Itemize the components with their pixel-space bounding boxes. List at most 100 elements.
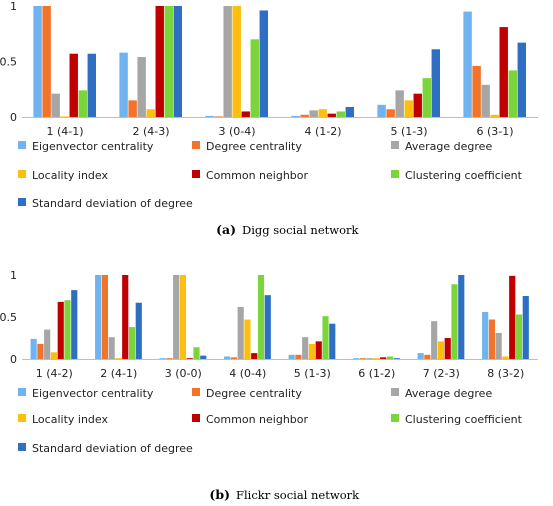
digg-category-label: 4 (1-2) [304,125,341,138]
flickr-bar-s5-c2 [122,275,129,359]
digg-bar-s2-c5 [386,109,395,117]
digg-legend-label-6: Clustering coefficient [405,169,523,182]
flickr-bar-s5-c4 [251,353,258,359]
digg-bar-s5-c6 [499,27,508,118]
digg-bar-s5-c4 [327,113,336,117]
flickr-bar-s4-c3 [179,275,187,359]
flickr-bar-s7-c2 [135,302,142,359]
flickr-bar-s2-c7 [424,354,431,359]
flickr-bar-s6-c8 [515,314,523,359]
digg-legend-label-3: Average degree [405,140,492,153]
caption-text-digg: Digg social network [242,223,360,237]
digg-bar-s3-c4 [309,110,318,117]
flickr-category-label: 1 (4-2) [36,367,73,380]
digg-category-label: 1 (4-1) [46,125,83,138]
flickr-bar-s6-c3 [193,347,200,359]
flickr-bar-s1-c2 [95,275,102,359]
flickr-bar-s7-c6 [393,358,400,359]
flickr-legend-label-2: Degree centrality [206,387,302,400]
digg-bar-s3-c2 [137,57,146,117]
flickr-bar-s4-c4 [244,319,251,359]
digg-bar-s2-c2 [128,100,137,117]
digg-bar-s2-c6 [472,65,481,117]
chart-flickr: (b) Flickr social network 0 0.5 1 1 (4-2) 2 … [0,269,538,502]
flickr-bar-s3-c4 [237,306,244,359]
digg-bar-s2-c3 [214,116,223,117]
flickr-bar-s6-c1 [64,300,71,359]
flickr-bar-s4-c6 [373,358,380,359]
flickr-bar-s3-c6 [366,358,373,359]
digg-bar-s7-c3 [259,10,268,117]
flickr-bar-s2-c2 [101,275,108,359]
digg-bar-s3-c1 [51,93,60,117]
flickr-legend-swatch-6 [391,414,399,422]
flickr-legend-label-5: Common neighbor [206,413,309,426]
flickr-legend-swatch-3 [391,388,399,396]
flickr-bar-s2-c6 [359,358,366,359]
flickr-bar-s1-c1 [30,338,37,359]
flickr-legend-swatch-7 [18,443,26,451]
digg-legend-swatch-7 [18,198,26,206]
digg-legend-label-1: Eigenvector centrality [32,140,154,153]
flickr-legend-swatch-2 [192,388,200,396]
flickr-bar-s1-c7 [417,353,424,359]
flickr-category-label: 7 (2-3) [423,367,460,380]
digg-bar-s6-c2 [164,6,173,117]
digg-bar-s5-c1 [69,53,78,117]
digg-ytick-label: 0 [10,111,17,124]
flickr-bar-s3-c2 [108,337,115,359]
digg-bar-s6-c4 [336,111,345,117]
flickr-legend-swatch-4 [18,414,26,422]
digg-category-label: 6 (3-1) [476,125,513,138]
digg-legend-swatch-1 [18,141,26,149]
digg-legend-swatch-2 [192,141,200,149]
digg-legend-label-4: Locality index [32,169,108,182]
flickr-category-label: 5 (1-3) [294,367,331,380]
digg-bar-s1-c4 [291,115,300,117]
digg-legend-swatch-6 [391,170,399,178]
flickr-bar-s2-c8 [488,319,495,359]
flickr-bar-s4-c8 [502,356,509,359]
flickr-bar-s6-c6 [386,356,394,359]
flickr-bar-s5-c8 [509,275,516,359]
flickr-bar-s1-c5 [288,354,295,359]
digg-ytick-label: 1 [10,0,17,13]
flickr-bar-s1-c8 [482,311,489,359]
digg-bar-s2-c1 [42,6,51,117]
flickr-ytick-label: 0.5 [0,311,17,324]
flickr-bar-s3-c8 [495,332,502,359]
digg-bar-s5-c3 [241,111,250,117]
digg-category-label: 3 (0-4) [218,125,255,138]
flickr-ytick-label: 0 [10,353,17,366]
flickr-category-label: 3 (0-0) [165,367,202,380]
digg-bar-s7-c5 [431,49,440,117]
flickr-bar-s5-c5 [315,341,322,359]
flickr-bar-s2-c5 [295,354,302,359]
flickr-legend-label-1: Eigenvector centrality [32,387,154,400]
digg-bar-s5-c5 [413,93,422,117]
digg-bar-s5-c2 [155,6,164,117]
flickr-bar-s2-c1 [37,343,44,359]
flickr-bar-s3-c3 [173,275,180,359]
digg-bar-s4-c2 [146,109,155,117]
flickr-bar-s6-c5 [322,316,329,359]
flickr-bar-s3-c1 [44,329,51,359]
digg-legend-swatch-5 [192,170,200,178]
digg-legend-label-2: Degree centrality [206,140,302,153]
flickr-legend-swatch-1 [18,388,26,396]
flickr-category-label: 2 (4-1) [100,367,137,380]
digg-bar-s7-c4 [345,107,354,117]
flickr-bar-s3-c5 [302,337,309,359]
flickr-category-label: 4 (0-4) [229,367,266,380]
digg-bar-s2-c4 [300,114,309,117]
flickr-bar-s4-c1 [50,352,58,359]
flickr-bar-s2-c3 [166,358,173,359]
flickr-bar-s5-c1 [57,301,64,359]
flickr-bar-s5-c6 [380,357,387,359]
digg-category-label: 5 (1-3) [390,125,427,138]
digg-bar-s4-c4 [318,109,327,117]
flickr-bar-s4-c7 [437,341,445,359]
flickr-bar-s7-c7 [458,275,465,359]
digg-bar-s1-c5 [377,104,386,117]
